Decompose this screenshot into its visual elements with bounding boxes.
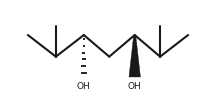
Text: OH: OH — [77, 82, 91, 91]
Text: OH: OH — [128, 82, 141, 91]
Polygon shape — [129, 35, 140, 77]
